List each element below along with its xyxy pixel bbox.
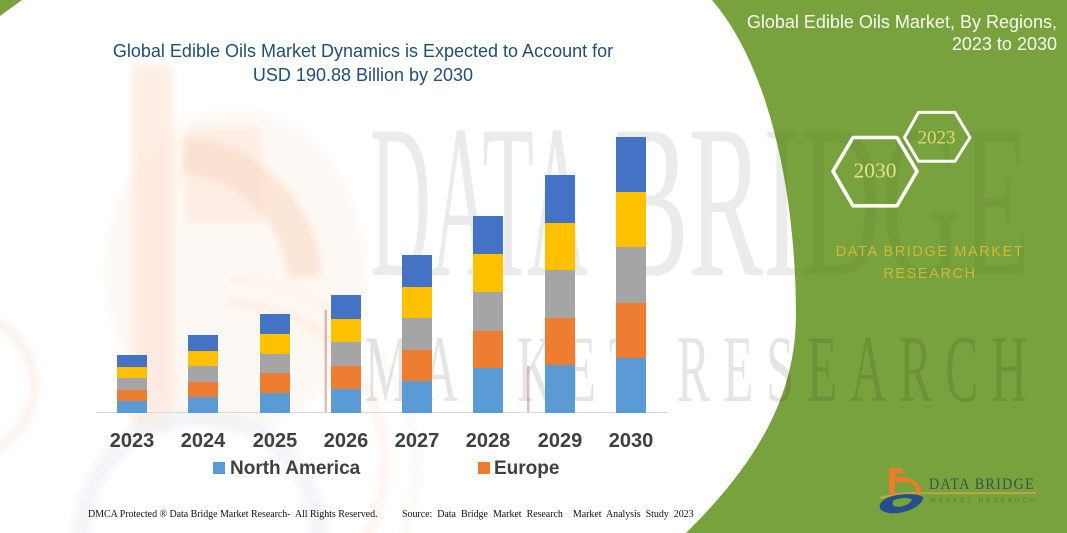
svg-text:2030: 2030: [854, 159, 897, 183]
svg-text:2023: 2023: [918, 128, 956, 149]
svg-text:MARKET RESEARCH: MARKET RESEARCH: [930, 498, 1037, 505]
svg-text:DATA BRIDGE: DATA BRIDGE: [929, 476, 1035, 493]
